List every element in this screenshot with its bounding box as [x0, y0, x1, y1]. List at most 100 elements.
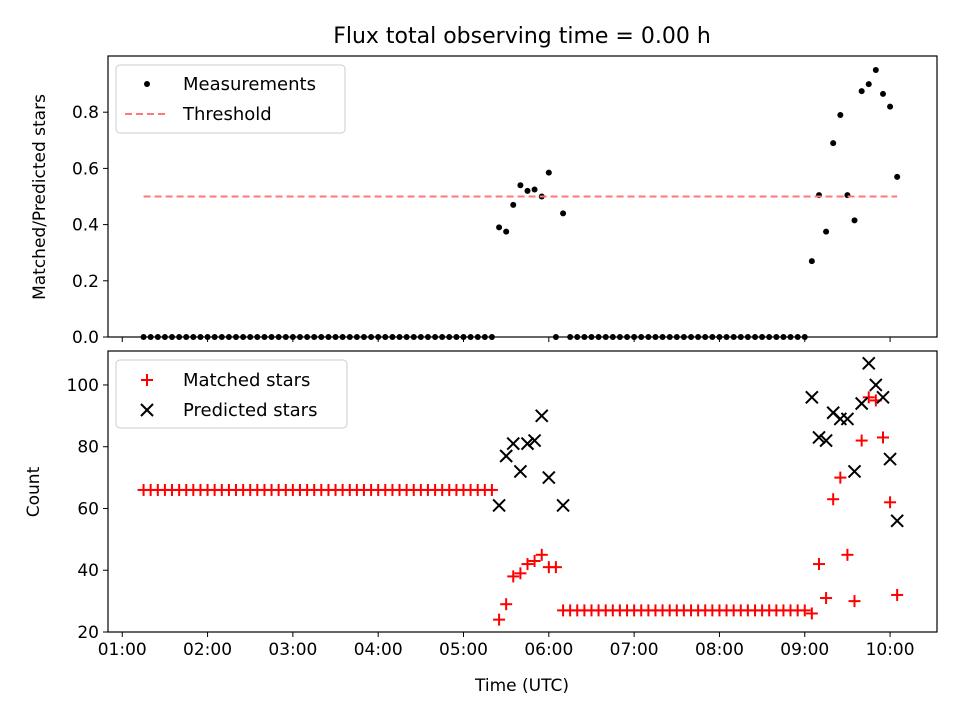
- y-tick-label: 0.6: [72, 159, 99, 179]
- y-tick-label: 60: [77, 499, 99, 519]
- x-tick-label: 06:00: [524, 640, 573, 660]
- matched-stars-point: [820, 592, 833, 605]
- measurement-point: [865, 81, 872, 88]
- predicted-stars-point: [499, 449, 513, 463]
- y-tick-label: 0.8: [72, 103, 99, 123]
- top-panel: 0.00.20.40.60.8 Matched/Predicted stars …: [30, 55, 938, 348]
- measurement-point: [851, 217, 858, 224]
- matched-stars-point: [535, 548, 548, 561]
- y-tick-label: 20: [77, 623, 99, 643]
- measurement-point: [510, 201, 517, 208]
- predicted-stars-point: [520, 436, 535, 451]
- legend-predicted-label: Predicted stars: [183, 400, 317, 421]
- bottom-legend: Matched stars Predicted stars: [115, 359, 348, 429]
- legend-matched-marker: [141, 374, 153, 386]
- legend-predicted-marker: [140, 403, 154, 417]
- predicted-stars-point: [556, 498, 570, 513]
- x-tick-label: 08:00: [695, 640, 744, 660]
- predicted-stars-point: [883, 452, 897, 466]
- matched-stars-point: [876, 431, 889, 444]
- matched-stars-point: [485, 483, 498, 496]
- matched-stars-point: [841, 548, 854, 561]
- matched-stars-point: [549, 561, 562, 574]
- predicted-stars-point: [506, 436, 520, 451]
- bottom-legend-box: [115, 359, 348, 429]
- measurement-point: [837, 112, 844, 119]
- bottom-panel-marks: [137, 356, 904, 626]
- predicted-stars-point: [847, 464, 862, 479]
- matched-stars-point: [528, 554, 541, 567]
- matched-stars-point: [884, 496, 897, 509]
- measurement-point: [808, 258, 815, 265]
- bottom-panel-axes: 01:00 02:00 03:00 04:00 05:00 06:00 07:00 08:00…: [67, 376, 915, 660]
- predicted-stars-point: [840, 412, 855, 426]
- x-tick-label: 07:00: [610, 640, 659, 660]
- predicted-stars-point: [805, 390, 819, 405]
- y-tick-label: 100: [67, 376, 99, 396]
- x-tick-label: 10:00: [866, 640, 915, 660]
- predicted-stars-point: [812, 430, 826, 445]
- matched-stars-point: [514, 567, 527, 580]
- matched-stars-point: [798, 604, 811, 617]
- y-tick-label: 0.2: [72, 272, 99, 292]
- predicted-stars-point: [819, 433, 833, 448]
- chart-title: Flux total observing time = 0.00 h: [333, 24, 711, 49]
- matched-stars-point: [805, 607, 818, 620]
- matched-stars-point: [827, 493, 840, 506]
- measurement-point: [858, 88, 865, 95]
- legend-measurements-marker: [144, 81, 150, 87]
- matched-stars-point: [813, 558, 826, 571]
- x-tick-label: 02:00: [183, 640, 232, 660]
- legend-measurements-label: Measurements: [183, 74, 316, 95]
- predicted-stars-point: [876, 390, 890, 405]
- measurement-point: [496, 224, 503, 231]
- predicted-stars-point: [535, 409, 549, 423]
- matched-stars-point: [862, 391, 875, 404]
- top-y-axis-label: Matched/Predicted stars: [30, 94, 50, 300]
- measurement-point: [894, 173, 901, 180]
- x-tick-label: 09:00: [780, 640, 829, 660]
- predicted-stars-point: [854, 396, 869, 411]
- matched-stars-point: [855, 434, 868, 447]
- predicted-stars-point: [513, 464, 528, 479]
- top-legend: Measurements Threshold: [115, 64, 346, 134]
- measurement-point: [503, 228, 510, 235]
- measurement-point: [545, 169, 552, 176]
- measurement-point: [879, 90, 886, 97]
- top-panel-axes: 0.0 0.2 0.4 0.6 0.8: [72, 103, 891, 348]
- matched-stars-point: [521, 558, 534, 571]
- x-tick-label: 03:00: [268, 640, 317, 660]
- measurement-point: [531, 186, 538, 193]
- x-tick-label: 04:00: [354, 640, 403, 660]
- y-tick-label: 80: [77, 438, 99, 458]
- predicted-stars-point: [527, 433, 542, 448]
- top-legend-box: [115, 64, 346, 134]
- measurement-point: [823, 228, 830, 235]
- legend-matched-label: Matched stars: [183, 370, 310, 391]
- matched-stars-point: [891, 588, 904, 601]
- y-tick-label: 0.4: [72, 216, 99, 236]
- bottom-y-axis-label: Count: [24, 466, 44, 517]
- y-tick-label: 40: [77, 561, 99, 581]
- measurement-point: [524, 187, 531, 194]
- predicted-stars-point: [542, 470, 556, 485]
- predicted-stars-point: [869, 378, 883, 392]
- measurement-point: [830, 140, 837, 147]
- y-tick-label: 0.0: [72, 328, 99, 348]
- matched-stars-point: [500, 598, 513, 611]
- measurement-point: [872, 67, 879, 74]
- x-tick-label: 05:00: [439, 640, 488, 660]
- top-panel-frame: [107, 55, 938, 338]
- bottom-panel: 01:00 02:00 03:00 04:00 05:00 06:00 07:00 08:00…: [24, 350, 938, 696]
- matched-stars-point: [848, 595, 861, 608]
- bottom-panel-frame: [107, 350, 938, 633]
- matched-stars-point: [507, 570, 520, 583]
- x-axis-label: Time (UTC): [474, 676, 569, 696]
- measurement-point: [560, 210, 567, 217]
- measurement-point: [887, 103, 894, 110]
- measurement-point: [517, 182, 524, 189]
- predicted-stars-point: [862, 356, 876, 371]
- predicted-stars-point: [890, 514, 904, 528]
- matched-stars-point: [834, 471, 847, 484]
